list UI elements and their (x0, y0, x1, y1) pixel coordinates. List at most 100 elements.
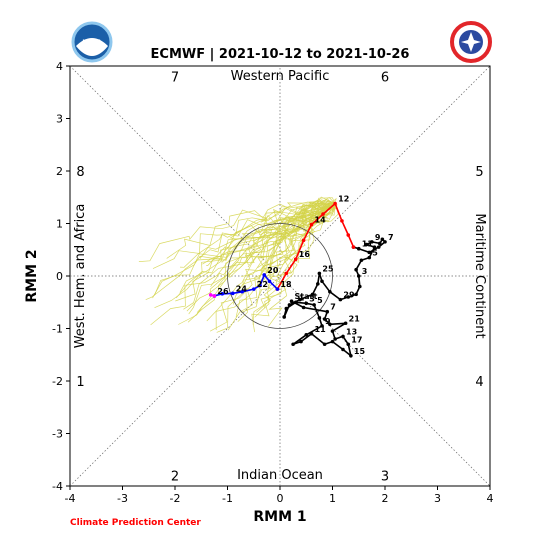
track-point (338, 297, 343, 302)
ensemble-member-line (235, 203, 336, 318)
track-point (298, 297, 302, 302)
track-point (316, 282, 320, 286)
track-point (341, 334, 345, 339)
day-label: 13 (346, 327, 357, 336)
ensemble-member-line (227, 203, 336, 331)
x-tick-label: 0 (277, 492, 284, 505)
x-tick-label: -4 (65, 492, 76, 505)
track-point (349, 354, 353, 358)
ensemble-member-line (245, 197, 336, 260)
track-point (317, 271, 322, 276)
y-tick-label: 2 (56, 165, 63, 178)
guide-line (69, 65, 491, 487)
y-tick-label: 4 (56, 60, 63, 73)
day-label: 7 (388, 233, 394, 242)
day-label: 17 (351, 335, 362, 344)
day-label: 11 (362, 240, 374, 249)
day-label: 16 (299, 250, 311, 259)
day-label: 3 (309, 294, 315, 303)
track-point (346, 295, 351, 299)
track-point (359, 258, 364, 263)
track-point (356, 246, 361, 251)
x-tick-label: -3 (117, 492, 128, 505)
track-point (322, 317, 327, 321)
ensemble-member-line (145, 199, 336, 301)
track-point (356, 274, 361, 278)
ensemble-member-line (257, 197, 337, 283)
track-point (383, 240, 387, 244)
ensemble-member-line (216, 203, 336, 333)
day-label: 14 (315, 216, 327, 225)
phase-number: 5 (475, 165, 483, 180)
nws-logo (450, 21, 492, 63)
credit-text: Climate Prediction Center (70, 518, 201, 528)
track-point (346, 342, 351, 347)
ensemble-members (138, 196, 339, 333)
day-label: 7 (330, 303, 336, 312)
track-point (322, 342, 327, 347)
track-point (309, 222, 314, 227)
y-tick-label: -1 (52, 323, 63, 336)
track-point (354, 292, 358, 297)
track-point (291, 342, 295, 347)
track-point (310, 292, 315, 297)
x-tick-label: 3 (434, 492, 441, 505)
track-point (220, 292, 225, 296)
track-point (343, 321, 348, 326)
ensemble-member-line (166, 199, 336, 259)
track-point (380, 237, 385, 242)
track-point (321, 212, 325, 216)
y-tick-label: -2 (52, 375, 63, 388)
region-top: Western Pacific (231, 69, 330, 84)
track-point (346, 233, 351, 237)
track-point (208, 293, 213, 297)
region-bottom: Indian Ocean (237, 468, 323, 483)
track-point (299, 339, 303, 344)
track-point (377, 241, 382, 246)
track-point (330, 329, 335, 333)
track-point (284, 306, 289, 311)
track-point (267, 279, 272, 284)
day-label: 21 (349, 314, 361, 323)
ensemble-member-line (229, 203, 336, 270)
phase-number: 3 (381, 470, 389, 485)
track-point (287, 303, 292, 307)
day-label: 24 (236, 284, 248, 293)
track-point (317, 316, 322, 320)
track-point (301, 238, 306, 243)
y-axis-label: RMM 2 (24, 249, 40, 302)
ensemble-member-line (138, 199, 336, 262)
track-point (275, 287, 280, 291)
track-point (282, 315, 287, 319)
x-tick-label: 2 (382, 492, 389, 505)
day-label: 22 (257, 280, 268, 289)
phase-guides (69, 65, 491, 487)
track-point (320, 279, 324, 284)
day-label: 26 (217, 287, 229, 296)
day-label: 18 (280, 280, 292, 289)
guide-line (69, 65, 491, 487)
y-tick-label: 3 (56, 113, 63, 126)
phase-number: 2 (171, 470, 179, 485)
track-point (364, 242, 369, 247)
track-point (370, 240, 374, 244)
track-point (333, 337, 337, 341)
ensemble-member-line (252, 203, 339, 325)
track-point (212, 294, 217, 298)
ensemble-member-line (206, 203, 336, 266)
track-line (276, 202, 355, 290)
y-tick-label: -3 (52, 428, 63, 441)
track-point (340, 219, 344, 223)
ensemble-member-line (179, 203, 336, 293)
day-label: 9 (375, 233, 381, 242)
track-point (341, 347, 345, 352)
day-label: 9 (325, 317, 331, 326)
phase-numbers: 7 68 51 42 3 (76, 71, 483, 485)
phase-number: 7 (171, 71, 179, 86)
track-point (293, 257, 298, 262)
track-point (258, 283, 262, 288)
phase-number: 8 (76, 165, 84, 180)
track-point (289, 299, 294, 304)
